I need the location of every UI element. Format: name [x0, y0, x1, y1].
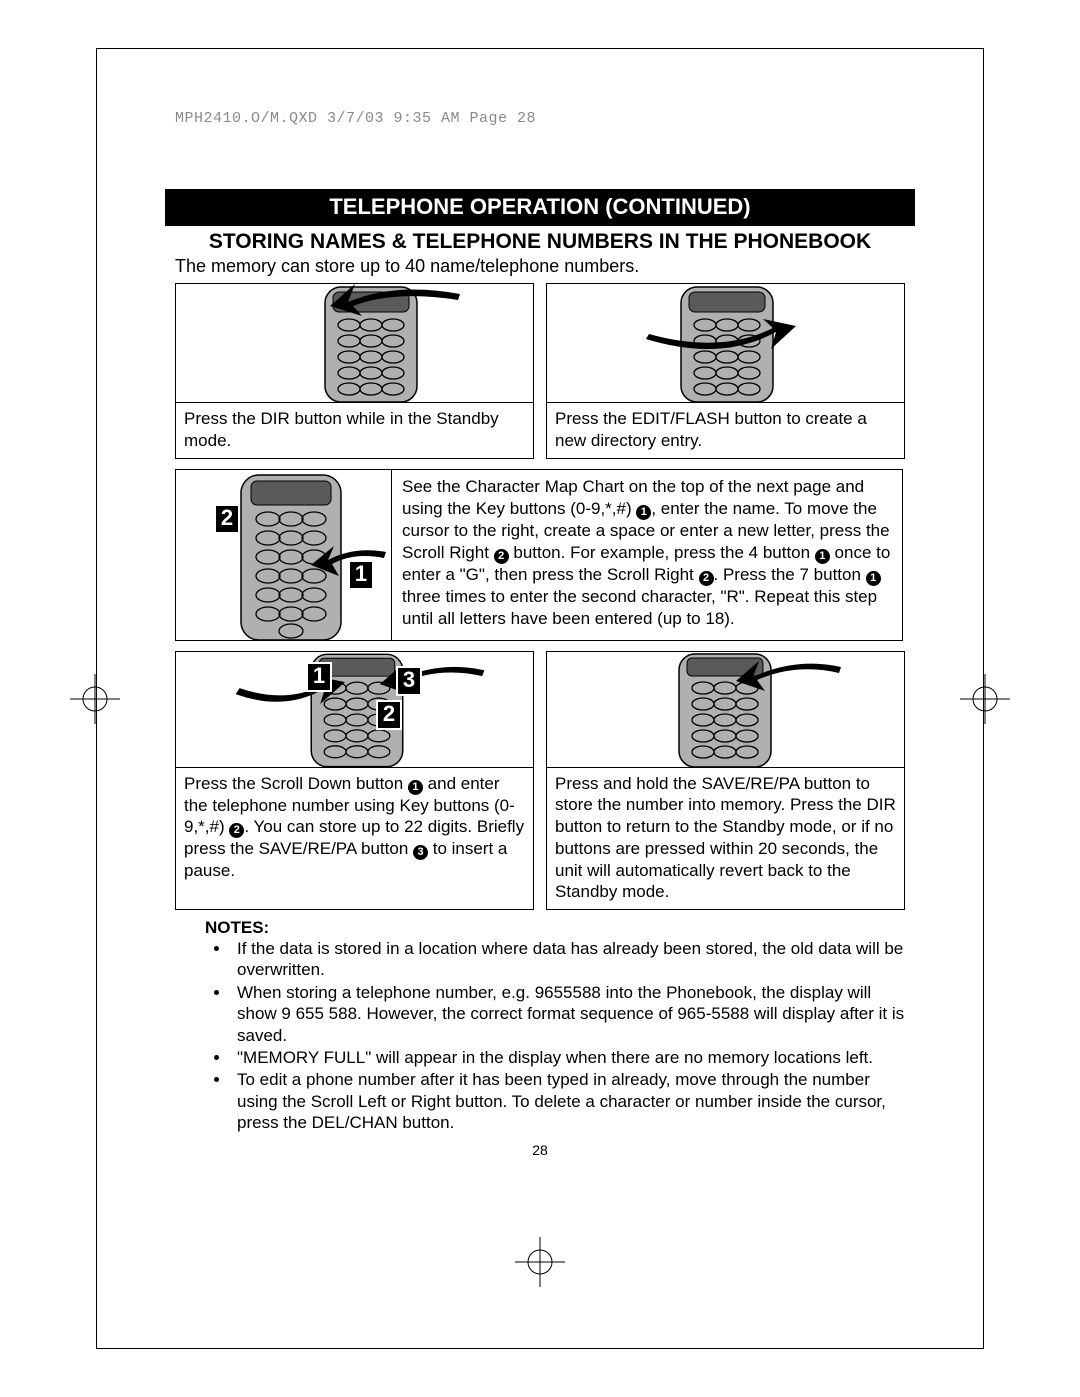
- notes-heading: NOTES:: [175, 918, 905, 938]
- note-item: "MEMORY FULL" will appear in the display…: [231, 1047, 905, 1068]
- step-5-illustration: [547, 652, 904, 767]
- callout-2: 2: [376, 700, 402, 730]
- crop-mark-right: [960, 674, 1010, 724]
- step-2-illustration: [547, 284, 904, 402]
- crop-mark-left: [70, 674, 120, 724]
- step-3: 3: [175, 469, 903, 641]
- step-3-text: See the Character Map Chart on the top o…: [391, 470, 902, 640]
- step-1: 1: [175, 283, 534, 459]
- note-item: When storing a telephone number, e.g. 96…: [231, 982, 905, 1046]
- step-4: 4: [175, 651, 534, 911]
- callout-2: 2: [214, 504, 240, 534]
- callout-1: 1: [348, 560, 374, 590]
- callout-1: 1: [306, 662, 332, 692]
- step-5-text: Press and hold the SAVE/RE/PA button to …: [547, 767, 904, 910]
- step-1-illustration: [176, 284, 533, 402]
- note-item: If the data is stored in a location wher…: [231, 938, 905, 981]
- note-item: To edit a phone number after it has been…: [231, 1069, 905, 1133]
- callout-3: 3: [396, 666, 422, 696]
- steps-grid: 1: [175, 283, 905, 910]
- section-title: TELEPHONE OPERATION (CONTINUED): [165, 189, 915, 226]
- intro-text: The memory can store up to 40 name/telep…: [175, 256, 905, 277]
- step-5: 5: [546, 651, 905, 911]
- step-2-text: Press the EDIT/FLASH button to create a …: [547, 402, 904, 458]
- step-1-text: Press the DIR button while in the Standb…: [176, 402, 533, 458]
- file-header: MPH2410.O/M.QXD 3/7/03 9:35 AM Page 28: [175, 110, 905, 127]
- crop-mark-bottom: [515, 1237, 565, 1287]
- step-3-illustration: 2 1: [176, 470, 391, 640]
- notes-list: If the data is stored in a location wher…: [175, 938, 905, 1134]
- section-subtitle: STORING NAMES & TELEPHONE NUMBERS IN THE…: [175, 230, 905, 254]
- step-2: 2: [546, 283, 905, 459]
- step-4-text: Press the Scroll Down button 1 and enter…: [176, 767, 533, 889]
- page-number: 28: [175, 1142, 905, 1158]
- page-content: MPH2410.O/M.QXD 3/7/03 9:35 AM Page 28 T…: [175, 110, 905, 1158]
- step-4-illustration: 1 2 3: [176, 652, 533, 767]
